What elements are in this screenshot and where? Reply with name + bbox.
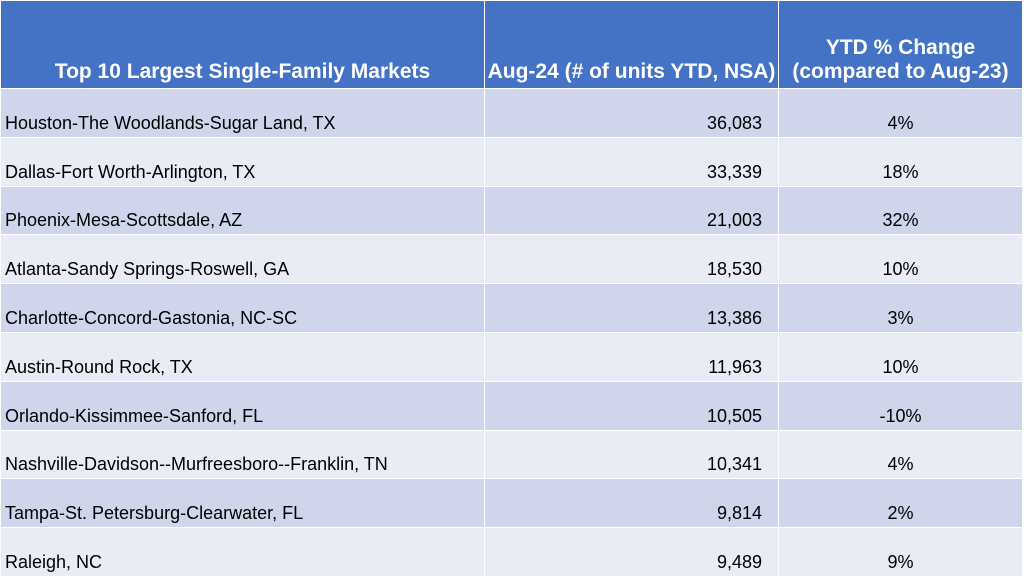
cell-market: Atlanta-Sandy Springs-Roswell, GA [0, 234, 485, 285]
cell-units: 36,083 [484, 88, 779, 138]
cell-change: 18% [778, 136, 1023, 187]
cell-change: 9% [778, 527, 1023, 577]
table-row: Dallas-Fort Worth-Arlington, TX 33,339 18% [0, 136, 1023, 187]
table-row: Austin-Round Rock, TX 11,963 10% [0, 331, 1023, 382]
cell-market: Dallas-Fort Worth-Arlington, TX [0, 136, 485, 187]
table-body: Houston-The Woodlands-Sugar Land, TX 36,0… [0, 88, 1023, 577]
table-row: Phoenix-Mesa-Scottsdale, AZ 21,003 32% [0, 185, 1023, 236]
cell-market: Austin-Round Rock, TX [0, 331, 485, 382]
cell-units: 10,341 [484, 429, 779, 480]
cell-change: 4% [778, 88, 1023, 138]
cell-units: 10,505 [484, 380, 779, 431]
cell-units: 33,339 [484, 136, 779, 187]
table-row: Nashville-Davidson--Murfreesboro--Frankl… [0, 429, 1023, 480]
column-header-market: Top 10 Largest Single-Family Markets [0, 0, 485, 89]
cell-units: 13,386 [484, 283, 779, 333]
cell-market: Orlando-Kissimmee-Sanford, FL [0, 380, 485, 431]
table-row: Houston-The Woodlands-Sugar Land, TX 36,0… [0, 88, 1023, 138]
cell-change: -10% [778, 380, 1023, 431]
cell-units: 11,963 [484, 331, 779, 382]
cell-change: 10% [778, 234, 1023, 285]
cell-units: 9,489 [484, 527, 779, 577]
table-row: Tampa-St. Petersburg-Clearwater, FL 9,814… [0, 478, 1023, 529]
cell-units: 21,003 [484, 185, 779, 236]
cell-market: Raleigh, NC [0, 527, 485, 577]
cell-change: 32% [778, 185, 1023, 236]
cell-change: 10% [778, 331, 1023, 382]
cell-units: 9,814 [484, 478, 779, 529]
column-header-units: Aug-24 (# of units YTD, NSA) [484, 0, 779, 89]
cell-market: Phoenix-Mesa-Scottsdale, AZ [0, 185, 485, 236]
column-header-change: YTD % Change (compared to Aug-23) [778, 0, 1023, 89]
table-row: Charlotte-Concord-Gastonia, NC-SC 13,386 3… [0, 283, 1023, 333]
cell-change: 4% [778, 429, 1023, 480]
table-row: Raleigh, NC 9,489 9% [0, 527, 1023, 577]
cell-market: Charlotte-Concord-Gastonia, NC-SC [0, 283, 485, 333]
cell-change: 3% [778, 283, 1023, 333]
cell-market: Nashville-Davidson--Murfreesboro--Frankl… [0, 429, 485, 480]
cell-change: 2% [778, 478, 1023, 529]
cell-market: Tampa-St. Petersburg-Clearwater, FL [0, 478, 485, 529]
cell-units: 18,530 [484, 234, 779, 285]
table-header-row: Top 10 Largest Single-Family Markets Aug… [0, 0, 1023, 89]
table-row: Atlanta-Sandy Springs-Roswell, GA 18,530 1… [0, 234, 1023, 285]
table-row: Orlando-Kissimmee-Sanford, FL 10,505 -10% [0, 380, 1023, 431]
cell-market: Houston-The Woodlands-Sugar Land, TX [0, 88, 485, 138]
